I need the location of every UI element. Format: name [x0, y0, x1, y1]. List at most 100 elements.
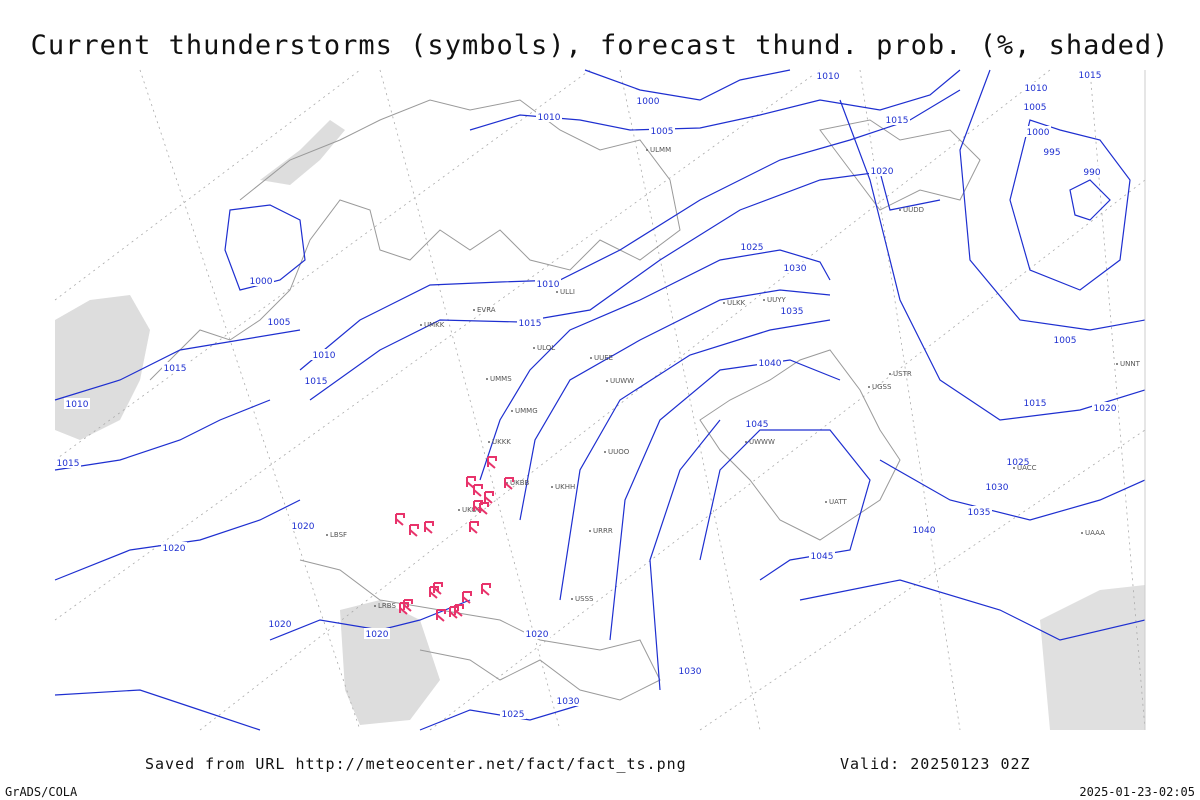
station-code: USTR: [893, 370, 912, 378]
isobar-label: 1040: [759, 359, 782, 369]
station-dot: [551, 486, 553, 488]
thunderstorm-symbol: [484, 491, 494, 504]
station-code: USSS: [575, 595, 594, 603]
station-dot: [1116, 363, 1118, 365]
isobar-label-bg: [1025, 126, 1051, 137]
isobar-label: 1005: [1054, 336, 1077, 346]
isobar-label-bg: [966, 506, 992, 517]
isobar-label-bg: [1052, 334, 1078, 345]
isobar-label-bg: [1079, 166, 1105, 177]
station-code: UMMS: [490, 375, 512, 383]
isobar-label-bg: [911, 524, 937, 535]
station-dot: [1013, 467, 1015, 469]
station-code: UKOO: [462, 506, 483, 514]
thunderstorm-symbol: [399, 602, 409, 615]
station-code: UNNT: [1120, 360, 1141, 368]
isobar-label: 1010: [817, 72, 840, 82]
station-code: UUDD: [903, 206, 924, 214]
isobar-label-bg: [535, 278, 561, 289]
shaded-area: [1040, 585, 1145, 730]
isobar-label-bg: [869, 165, 895, 176]
station-code: EVRA: [477, 306, 496, 314]
isobar-label: 1015: [1024, 399, 1047, 409]
isobar-label: 1025: [741, 243, 764, 253]
isobar-label-bg: [248, 275, 274, 286]
isobar-label-bg: [1023, 82, 1049, 93]
isobar: [1009, 119, 1131, 291]
isobar-label-bg: [744, 418, 770, 429]
station-dot: [604, 451, 606, 453]
isobar: [839, 99, 1146, 421]
isobar: [609, 359, 841, 641]
isobar-label-bg: [162, 362, 188, 373]
station-dot: [488, 441, 490, 443]
isobar-label-bg: [311, 349, 337, 360]
isobar-label: 1015: [519, 319, 542, 329]
station-code: UATT: [829, 498, 848, 506]
station-dot: [763, 299, 765, 301]
station-dot: [899, 209, 901, 211]
isobar-label-bg: [1022, 101, 1048, 112]
thunderstorm-symbol: [466, 476, 476, 489]
graticule: [54, 69, 1146, 731]
station-dot: [326, 534, 328, 536]
isobar-label: 1040: [913, 526, 936, 536]
valid-time: Valid: 20250123 02Z: [840, 755, 1031, 773]
station-dot: [511, 410, 513, 412]
isobar-label: 1045: [746, 420, 769, 430]
station-dot: [745, 441, 747, 443]
thunderstorm-symbol: [436, 609, 446, 622]
station-code: URRR: [593, 527, 613, 535]
thunderstorm-symbol: [403, 599, 413, 612]
station-dot: [374, 605, 376, 607]
station-code: UKHH: [555, 483, 575, 491]
station-code: UKBB: [510, 479, 530, 487]
isobar-label: 995: [1043, 148, 1060, 158]
isobar-label: 1000: [250, 277, 273, 287]
isobar-label: 1020: [1094, 404, 1117, 414]
station-code: UKKK: [492, 438, 511, 446]
station-dot: [458, 509, 460, 511]
station-code: UAAA: [1085, 529, 1105, 537]
isobar-label-bg: [884, 114, 910, 125]
isobar: [224, 204, 306, 291]
source-url: Saved from URL http://meteocenter.net/fa…: [145, 755, 687, 773]
isobar-label-bg: [782, 262, 808, 273]
isobar-label: 1010: [1025, 84, 1048, 94]
isobar: [559, 319, 831, 601]
station-code: ULLI: [560, 288, 575, 296]
isobar-label-bg: [364, 628, 390, 639]
isobar-label-bg: [984, 481, 1010, 492]
station-dot: [1081, 532, 1083, 534]
isobar-label-bg: [757, 357, 783, 368]
timestamp: 2025-01-23-02:05: [1079, 785, 1195, 799]
thunderstorm-symbol: [469, 521, 479, 534]
isobar-label: 1005: [1024, 103, 1047, 113]
thunderstorm-symbol: [424, 521, 434, 534]
thunderstorm-symbol: [395, 513, 405, 526]
station-dot: [646, 149, 648, 151]
station-dot: [473, 309, 475, 311]
station-dot: [486, 378, 488, 380]
station-dot: [571, 598, 573, 600]
isobar-label-bg: [1039, 146, 1065, 157]
isobar-label-bg: [635, 95, 661, 106]
isobar-label: 1030: [557, 697, 580, 707]
isobar-label-bg: [1022, 397, 1048, 408]
coastline: [699, 349, 901, 541]
isobar-label: 1005: [268, 318, 291, 328]
isobar-label-bg: [64, 398, 90, 409]
map-frame: [54, 69, 1146, 731]
isobar-label-bg: [517, 317, 543, 328]
isobar-label-bg: [303, 375, 329, 386]
isobar-label-bg: [1092, 402, 1118, 413]
thunderstorm-symbol: [504, 477, 514, 490]
station-code: UUYY: [767, 296, 787, 304]
station-code: LBSF: [330, 531, 347, 539]
isobar: [54, 689, 261, 731]
station-dot: [589, 530, 591, 532]
station-dot: [420, 324, 422, 326]
thunderstorm-symbol: [479, 502, 489, 515]
isobar-label-bg: [739, 241, 765, 252]
